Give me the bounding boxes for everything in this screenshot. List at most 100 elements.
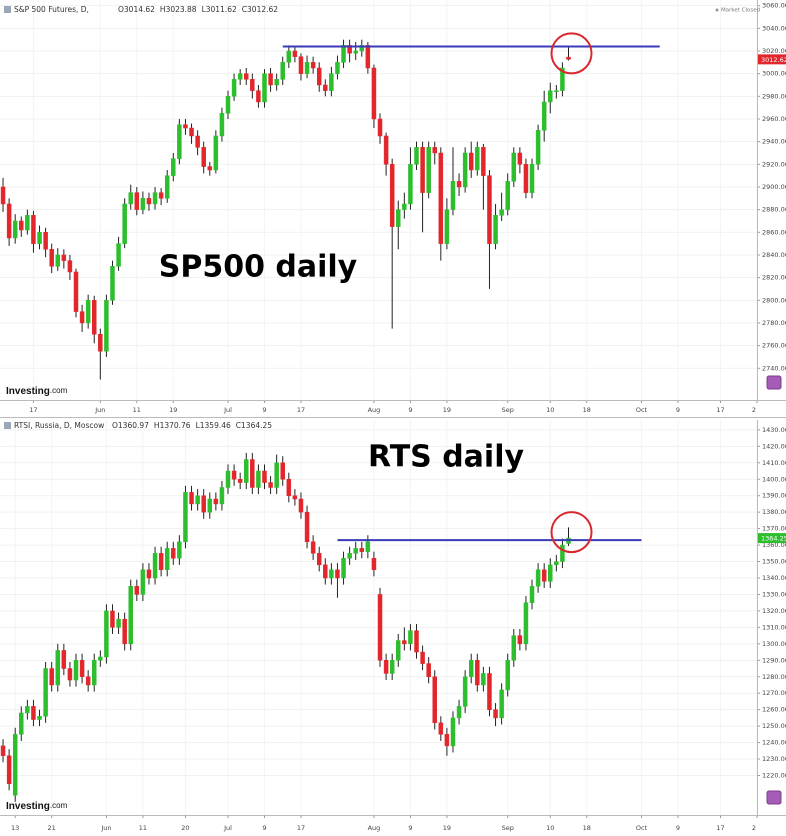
logo: Investing.com (6, 801, 68, 812)
candle-body (456, 706, 462, 719)
candle-body (91, 660, 97, 686)
candle-body (164, 548, 170, 571)
candle-body (383, 135, 389, 165)
candle-body (499, 209, 504, 216)
candle-body (177, 541, 182, 559)
candle-body (67, 668, 73, 681)
candle-body (37, 716, 42, 720)
candle-body (426, 663, 431, 677)
y-tick-label: 3040.00 (762, 24, 786, 32)
candle-body (541, 101, 547, 131)
candle-body (268, 73, 273, 86)
x-tick-label: Aug (368, 824, 381, 832)
y-tick-label: 1310.00 (762, 623, 786, 631)
x-tick-label: 18 (583, 406, 591, 414)
candle-body (450, 181, 456, 210)
x-tick-label: Jul (223, 406, 232, 414)
candle-body (183, 124, 188, 129)
candle-body (329, 73, 334, 91)
x-tick-label: 10 (546, 406, 554, 414)
candle-body (146, 569, 152, 579)
candle-body (189, 127, 194, 137)
candle-body (316, 553, 322, 566)
candle-body (98, 656, 103, 661)
candle-body (529, 164, 535, 193)
highlight-circle (550, 32, 593, 75)
ohlc-letter: L (196, 421, 201, 430)
candle-body (396, 209, 401, 227)
candle-body (359, 548, 365, 552)
candle-body (225, 96, 231, 114)
ohlc-letter: C (236, 421, 241, 430)
x-tick-label: 17 (297, 406, 305, 414)
x-tick-label: 18 (583, 824, 591, 832)
candle-body (487, 673, 492, 710)
candle-body (152, 192, 158, 205)
y-tick-label: 2980.00 (762, 92, 786, 100)
ohlc-letter: C (242, 5, 247, 14)
candle-body (183, 492, 188, 543)
candle-body (140, 198, 146, 210)
candle-body (61, 254, 67, 261)
candle-body (493, 709, 498, 719)
candle-body (475, 660, 480, 686)
x-tick-label: 2 (752, 824, 756, 832)
candle-body (450, 717, 456, 747)
candle-body (268, 482, 273, 488)
candle-body (377, 594, 383, 661)
x-tick-label: 20 (181, 824, 189, 832)
candle-body (517, 635, 523, 645)
candle-body (535, 569, 541, 587)
candle-body (462, 676, 468, 707)
candle-body (365, 45, 371, 69)
candle-body (73, 271, 79, 312)
candle-body (341, 45, 346, 63)
candle-body (359, 45, 365, 52)
candle-body (6, 755, 12, 784)
candle-body (298, 498, 304, 513)
y-tick-label: 1260.00 (762, 706, 786, 714)
candle-body (91, 300, 97, 335)
last-price-box (758, 533, 786, 544)
candle-body (335, 569, 340, 579)
candle-body (189, 492, 194, 505)
candle-body (134, 585, 140, 595)
chart-title: S&P 500 Futures, D, (14, 5, 89, 14)
candle-body (244, 459, 249, 483)
last-price-label: 1364.25 (761, 535, 786, 543)
y-tick-label: 1420.00 (762, 442, 786, 450)
candle-body (371, 67, 377, 120)
candle-body (481, 147, 486, 176)
y-tick-label: 2740.00 (762, 364, 786, 372)
ohlc-letter: L (202, 5, 207, 14)
candle-body (177, 124, 182, 159)
y-tick-label: 1290.00 (762, 656, 786, 664)
candle-body (85, 300, 91, 324)
candle-body (554, 561, 559, 566)
ohlc-value: 3023.88 (166, 5, 197, 14)
candle-body (280, 462, 285, 480)
candle-body (292, 495, 298, 500)
candle-body (164, 175, 170, 199)
candle-body (256, 90, 261, 103)
candle-body (414, 147, 419, 165)
x-tick-label: Jun (94, 406, 105, 414)
candle-body (0, 745, 6, 756)
y-tick-label: 1370.00 (762, 525, 786, 533)
x-tick-label: 17 (297, 824, 305, 832)
candle-body (225, 470, 231, 488)
candle-body (207, 166, 213, 171)
candle-body (554, 90, 559, 92)
candle-body (6, 203, 12, 239)
candle-body (396, 640, 401, 661)
candle-body (280, 62, 285, 80)
candle-body (353, 50, 358, 54)
y-tick-label: 1320.00 (762, 607, 786, 615)
candle-body (274, 462, 279, 488)
y-tick-label: 1330.00 (762, 590, 786, 598)
candle-body (414, 630, 419, 653)
candle-body (158, 553, 164, 571)
candle-body (25, 215, 30, 231)
candle-body (347, 45, 352, 54)
